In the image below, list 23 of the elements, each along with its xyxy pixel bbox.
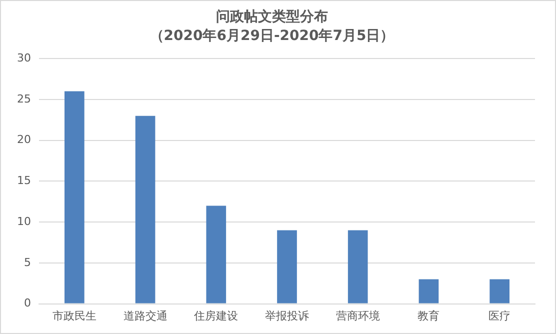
x-tick-label: 举报投诉 [265,309,309,322]
y-tick-label: 15 [16,174,31,188]
y-tick-label: 10 [16,214,31,228]
x-tick-label: 教育 [418,309,440,322]
y-tick-label: 0 [24,296,31,310]
x-tick-label: 医疗 [488,309,511,322]
x-tick-label: 住房建设 [194,309,238,322]
bar [348,230,368,304]
x-tick-label: 道路交通 [123,309,168,322]
bar [418,279,439,304]
y-tick-label: 5 [24,256,31,269]
bar [206,206,226,304]
x-tick-label: 营商环境 [336,309,380,322]
bar [277,230,297,304]
y-tick-label: 20 [16,133,31,146]
chart-subtitle: （2020年6月29日-2020年7月5日） [150,28,394,44]
chart-title: 问政帖文类型分布 [216,8,328,26]
bar [135,116,156,304]
y-tick-label: 25 [16,92,31,106]
bar [64,91,84,304]
x-tick-label: 市政民生 [52,309,96,322]
y-tick-label: 30 [16,51,31,64]
bar [490,279,510,304]
